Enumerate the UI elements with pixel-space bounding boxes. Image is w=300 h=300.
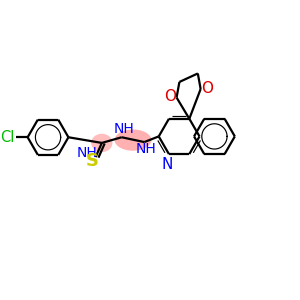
Text: Cl: Cl	[1, 130, 15, 145]
Text: NH: NH	[76, 146, 97, 160]
Ellipse shape	[91, 134, 112, 152]
Text: NH: NH	[114, 122, 135, 136]
Text: S: S	[85, 152, 98, 170]
Text: O: O	[164, 88, 176, 104]
Text: N: N	[162, 157, 173, 172]
Text: NH: NH	[135, 142, 156, 156]
Text: O: O	[201, 81, 213, 96]
Ellipse shape	[115, 130, 152, 151]
